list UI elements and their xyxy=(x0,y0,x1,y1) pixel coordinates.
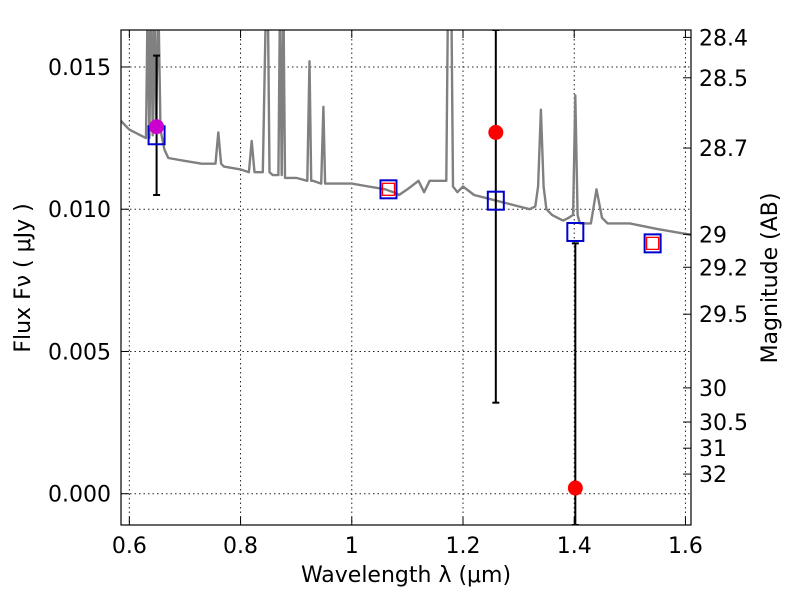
x-tick-label-0: 0.6 xyxy=(112,534,147,559)
observed-error-point-marker-0 xyxy=(488,124,504,140)
x-tick-label-5: 1.6 xyxy=(668,534,703,559)
x-tick-label-3: 1.2 xyxy=(446,534,481,559)
model-band-flux-1 xyxy=(379,179,398,200)
y2-tick-label-1: 28.5 xyxy=(699,67,748,92)
y2-tick-label-9: 32 xyxy=(699,463,727,488)
y2-axis-title: Magnitude (AB) xyxy=(758,193,783,364)
y-tick-label-3: 0.015 xyxy=(48,56,111,81)
y2-tick-label-5: 29.5 xyxy=(699,303,748,328)
y2-tick-label-8: 31 xyxy=(699,437,727,462)
ticks xyxy=(121,30,691,525)
y2-tick-label-3: 29 xyxy=(699,223,727,248)
plot-area xyxy=(121,30,691,525)
x-tick-label-1: 0.8 xyxy=(223,534,258,559)
x-tick-label-4: 1.4 xyxy=(557,534,592,559)
model-band-flux-3 xyxy=(566,221,585,242)
observed-flux-1 xyxy=(645,236,660,251)
grid xyxy=(121,30,691,525)
plot-frame xyxy=(120,29,692,526)
y2-tick-label-2: 28.7 xyxy=(699,137,748,162)
y-tick-label-2: 0.010 xyxy=(48,198,111,223)
y2-tick-label-0: 28.4 xyxy=(699,26,748,51)
x-tick-label-2: 1 xyxy=(345,534,359,559)
tick-labels: 0.6 0.8 1 1.2 1.4 1.6 0.000 0.005 0.010 0.015 28.4… xyxy=(48,26,748,559)
y-tick-label-1: 0.005 xyxy=(48,340,111,365)
y2-tick-label-4: 29.2 xyxy=(699,256,748,281)
observed-error-point-marker-1 xyxy=(567,480,583,496)
x-axis-title: Wavelength λ (μm) xyxy=(301,563,511,588)
model-band-flux-2 xyxy=(486,190,505,211)
y2-tick-label-6: 30 xyxy=(699,377,727,402)
y-axis-title: Flux Fν ( μJy ) xyxy=(11,203,36,352)
y-tick-label-0: 0.000 xyxy=(48,483,111,508)
model-band-flux-4 xyxy=(643,233,662,254)
observed-flux-0 xyxy=(381,182,396,196)
upper-limit-marker-0 xyxy=(149,119,165,135)
y2-tick-label-7: 30.5 xyxy=(699,411,748,436)
model-spectrum-line xyxy=(121,30,691,236)
